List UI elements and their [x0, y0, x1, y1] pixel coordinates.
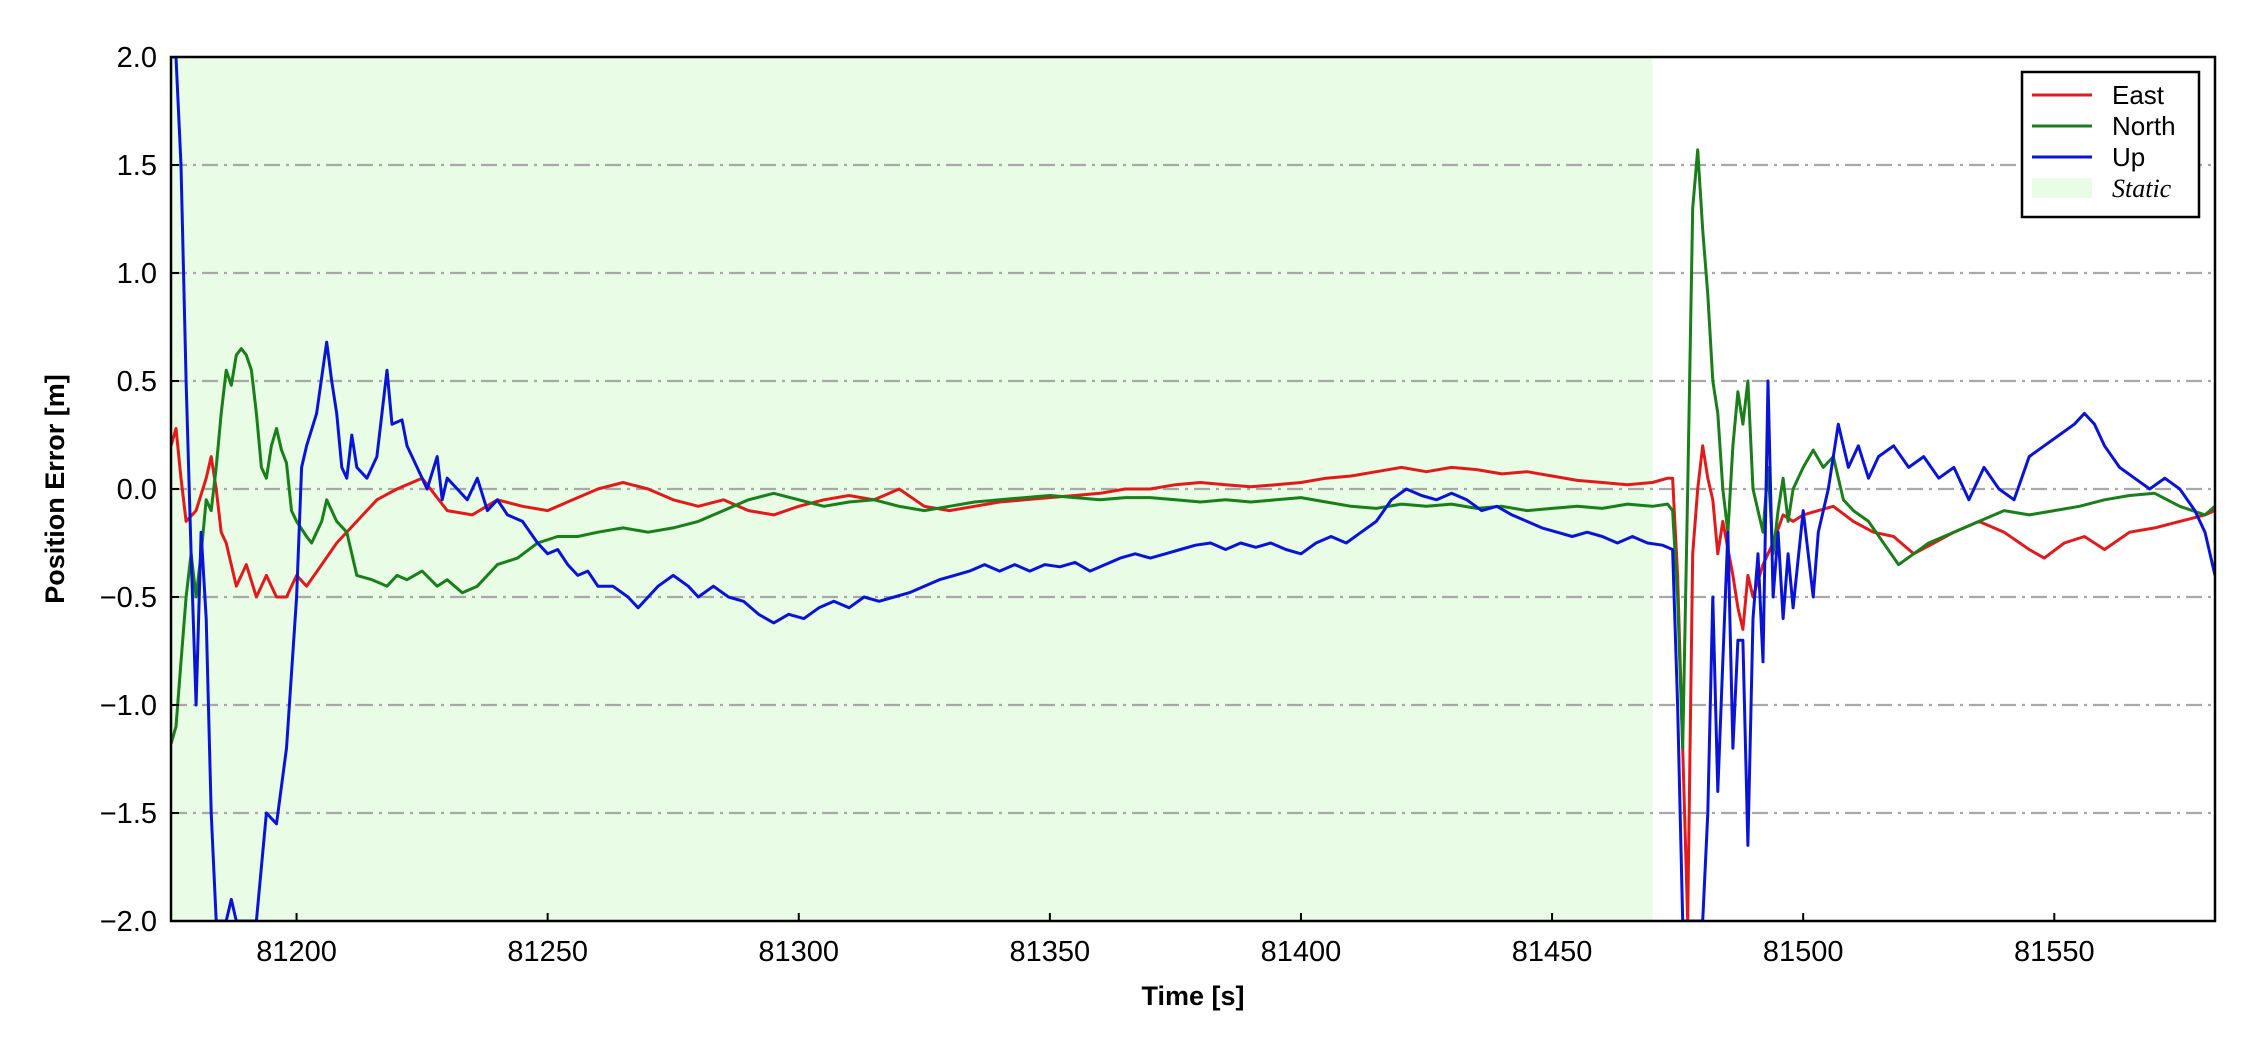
x-axis-title: Time [s] — [1141, 981, 1244, 1011]
y-tick-label-8: 2.0 — [117, 42, 157, 74]
y-tick-label-3: −0.5 — [100, 582, 157, 614]
x-tick-label-1: 81250 — [507, 936, 588, 968]
y-tick-label-6: 1.0 — [117, 258, 157, 290]
legend: East North Up Static — [2020, 70, 2201, 219]
x-tick-label-2: 81300 — [758, 936, 839, 968]
x-tick-label-5: 81450 — [1512, 936, 1593, 968]
y-tick-label-1: −1.5 — [100, 798, 157, 830]
series-line-east — [171, 427, 2215, 921]
x-tick-label-6: 81500 — [1763, 936, 1844, 968]
y-tick-label-4: 0.0 — [117, 474, 157, 506]
legend-label-east: East — [2112, 80, 2165, 110]
x-tick-label-7: 81550 — [2014, 936, 2095, 968]
x-tick-label-3: 81350 — [1010, 936, 1091, 968]
series-line-up — [171, 57, 2215, 921]
y-axis-ticks: −2.0 −1.5 −1.0 −0.5 0.0 0.5 1.0 1.5 2.0 — [100, 42, 179, 938]
legend-label-north: North — [2112, 111, 2176, 141]
x-axis-ticks: 81200 81250 81300 81350 81400 81450 81500 81550 — [256, 913, 2095, 968]
series-layer — [171, 57, 2215, 921]
series-line-north — [171, 148, 2215, 750]
y-tick-label-5: 0.5 — [117, 366, 157, 398]
legend-swatch-static — [2032, 178, 2092, 198]
legend-label-up: Up — [2112, 142, 2145, 172]
y-tick-label-7: 1.5 — [117, 150, 157, 182]
y-axis-title: Position Error [m] — [40, 374, 70, 604]
x-tick-label-0: 81200 — [256, 936, 337, 968]
y-tick-label-0: −2.0 — [100, 906, 157, 938]
y-tick-label-2: −1.0 — [100, 690, 157, 722]
x-tick-label-4: 81400 — [1261, 936, 1342, 968]
legend-label-static: Static — [2112, 174, 2172, 203]
